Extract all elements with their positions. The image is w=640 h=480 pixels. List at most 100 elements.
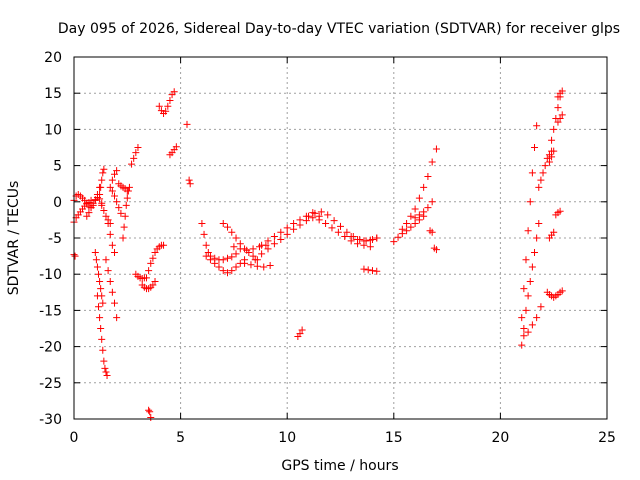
- data-point: [260, 263, 268, 271]
- data-point: [113, 314, 121, 322]
- data-point: [98, 201, 106, 209]
- data-point: [206, 256, 214, 264]
- data-point: [185, 176, 193, 184]
- data-point: [93, 292, 101, 300]
- x-axis-label: GPS time / hours: [281, 458, 398, 474]
- data-point: [368, 267, 376, 275]
- data-point: [518, 314, 526, 322]
- data-point: [249, 252, 257, 260]
- data-point: [373, 267, 381, 275]
- data-point: [354, 235, 362, 243]
- y-tick-label: 5: [53, 159, 62, 175]
- data-point: [230, 243, 238, 251]
- y-axis-label: SDTVAR / TECUs: [6, 181, 22, 296]
- data-point: [93, 263, 101, 271]
- data-point: [121, 212, 129, 220]
- data-point: [524, 328, 532, 336]
- data-point: [99, 299, 107, 307]
- data-point: [147, 259, 155, 267]
- data-point: [558, 287, 566, 295]
- data-point: [204, 248, 212, 256]
- data-point: [108, 176, 116, 184]
- series-pass-03: [70, 251, 79, 260]
- data-point: [296, 330, 304, 338]
- data-point: [526, 277, 534, 285]
- data-point: [149, 254, 157, 262]
- y-tick-label: -20: [39, 340, 62, 356]
- series-pass-51: [552, 207, 564, 219]
- data-point: [550, 125, 558, 133]
- data-point: [100, 357, 108, 365]
- data-point: [102, 368, 110, 376]
- data-point: [432, 246, 440, 254]
- data-point: [247, 261, 255, 269]
- data-point: [360, 265, 368, 273]
- series-pass-27: [219, 220, 261, 264]
- data-point: [145, 267, 153, 275]
- data-point: [96, 314, 104, 322]
- data-point: [520, 325, 528, 332]
- y-tick-label: -5: [48, 231, 62, 247]
- data-point: [337, 222, 344, 230]
- data-point: [251, 256, 259, 264]
- data-point: [407, 212, 415, 220]
- data-point: [528, 321, 536, 329]
- series-pass-38: [398, 145, 440, 233]
- data-point: [198, 220, 206, 228]
- data-point: [115, 204, 123, 212]
- data-point: [151, 248, 159, 256]
- data-point: [146, 408, 154, 416]
- data-point: [266, 262, 274, 270]
- data-point: [99, 169, 107, 177]
- data-point: [537, 176, 545, 184]
- data-point: [111, 170, 119, 178]
- data-point: [535, 183, 543, 191]
- series-pass-26: [202, 252, 249, 277]
- y-tick-label: -25: [39, 376, 62, 392]
- data-point: [98, 335, 106, 343]
- data-point: [556, 207, 564, 215]
- data-point: [92, 256, 100, 264]
- data-point: [85, 209, 93, 217]
- x-tick-label: 5: [176, 430, 185, 446]
- data-point: [554, 93, 562, 101]
- data-point: [558, 111, 566, 119]
- series-pass-19: [145, 406, 154, 416]
- data-point: [155, 102, 163, 110]
- series-pass-21: [155, 88, 178, 117]
- data-point: [91, 248, 99, 256]
- y-tick-label: 20: [44, 50, 62, 66]
- series-pass-31: [258, 209, 317, 249]
- data-point: [215, 263, 223, 271]
- data-point: [99, 346, 107, 354]
- data-point: [228, 267, 236, 275]
- data-point: [533, 234, 541, 242]
- series-pass-22: [166, 143, 180, 159]
- series-pass-16: [132, 270, 148, 283]
- data-point: [211, 259, 219, 267]
- data-point: [554, 104, 562, 112]
- data-point: [411, 214, 419, 222]
- y-tick-label: 15: [44, 86, 62, 102]
- data-point: [545, 158, 553, 166]
- data-point: [558, 87, 566, 95]
- x-tick-label: 25: [598, 430, 616, 446]
- data-point: [111, 248, 119, 256]
- data-point: [270, 240, 278, 248]
- data-point: [283, 230, 291, 238]
- data-point: [533, 122, 541, 130]
- data-point: [134, 144, 142, 151]
- series-pass-14: [119, 183, 133, 242]
- data-point: [258, 241, 266, 249]
- grid: [74, 57, 607, 419]
- data-point: [111, 299, 119, 307]
- data-point: [424, 204, 432, 212]
- data-point: [151, 277, 159, 285]
- series-pass-36: [360, 265, 381, 275]
- data-point: [366, 243, 374, 251]
- data-point: [528, 169, 536, 177]
- data-point: [224, 254, 232, 262]
- data-point: [106, 230, 114, 238]
- data-point: [424, 172, 432, 180]
